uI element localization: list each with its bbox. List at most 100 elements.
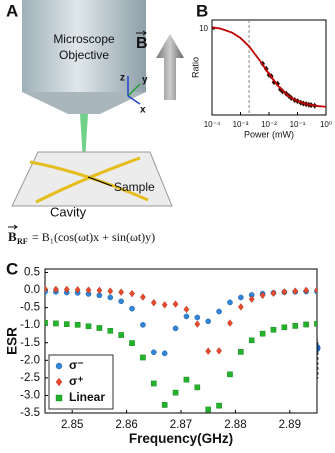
y-tick-label: -2.5: [20, 372, 40, 384]
marker: [292, 323, 299, 329]
y-tick-label: 0.5: [24, 267, 40, 279]
marker: [238, 294, 244, 301]
marker: [107, 328, 114, 334]
marker: [270, 326, 277, 333]
marker: [172, 300, 179, 308]
marker: [118, 288, 125, 296]
x-tick-label: 2.88: [224, 419, 246, 431]
marker: [227, 319, 233, 327]
objective-tip: [22, 92, 146, 114]
axis-label: y: [142, 75, 148, 86]
marker: [259, 330, 266, 337]
setup-diagram: Microscope Objective Sample Cavity B z y…: [8, 0, 184, 246]
marker: [216, 347, 222, 355]
objective-body: [22, 0, 146, 92]
y-tick-label: -1.5: [20, 337, 40, 349]
marker: [314, 320, 317, 327]
marker: [205, 347, 212, 355]
legend-marker: [55, 377, 63, 387]
marker: [53, 320, 59, 327]
x-axis-label: Power (mW): [244, 129, 294, 139]
marker: [107, 294, 114, 301]
vector-arrow: [8, 224, 18, 230]
marker: [194, 320, 201, 328]
marker: [118, 332, 124, 338]
legend-label: Linear: [69, 390, 105, 404]
marker: [63, 321, 70, 327]
x-tick-label: 2.89: [279, 419, 301, 431]
marker: [150, 380, 157, 387]
marker: [150, 349, 157, 356]
marker: [45, 285, 48, 293]
marker: [205, 406, 212, 413]
marker: [96, 286, 103, 295]
y-tick-label: -1.0: [20, 319, 40, 331]
marker: [281, 288, 288, 296]
y-tick-label: -0.5: [20, 302, 40, 314]
marker: [118, 298, 124, 305]
marker: [183, 313, 190, 320]
marker: [227, 299, 233, 306]
y-tick-label: -3.5: [20, 407, 40, 419]
y-axis-label: Ratio: [190, 57, 200, 78]
laser-beam: [80, 114, 88, 176]
marker: [85, 286, 92, 294]
panel-label: B: [196, 1, 208, 20]
axis-y: [127, 83, 141, 97]
marker: [96, 325, 103, 331]
legend-marker: [55, 362, 63, 370]
sample-pointer: [87, 176, 113, 187]
marker: [63, 285, 70, 294]
marker: [150, 299, 157, 307]
marker: [248, 337, 255, 344]
axis-x: [127, 95, 141, 105]
legend-marker: [55, 394, 63, 402]
marker: [161, 301, 168, 309]
marker: [74, 322, 81, 328]
marker: [107, 287, 114, 295]
marker: [161, 402, 168, 408]
marker: [303, 286, 309, 295]
formula-lhs: B: [8, 229, 17, 244]
legend-label: σ⁺: [69, 374, 84, 388]
plot-frame: [211, 19, 327, 116]
sample-label: Sample: [114, 180, 155, 194]
formula-sub: RF: [17, 237, 28, 246]
marker: [172, 325, 179, 332]
panel-label: C: [6, 259, 18, 278]
objective-label: Objective: [59, 48, 109, 62]
x-tick-label: 10⁻³: [233, 120, 249, 129]
marker: [140, 322, 146, 328]
marker: [281, 324, 288, 331]
marker: [74, 286, 81, 294]
marker: [161, 350, 168, 357]
x-tick-label: 10⁻⁴: [204, 120, 221, 129]
marker: [129, 340, 135, 346]
axis-label: z: [120, 73, 125, 84]
marker: [129, 289, 135, 298]
objective-label: Microscope: [53, 32, 115, 46]
marker: [172, 389, 179, 396]
plot-area: [45, 285, 317, 413]
marker: [216, 308, 222, 315]
marker: [216, 402, 222, 409]
x-tick-label: 10⁻²: [261, 120, 277, 129]
x-tick-label: 2.85: [61, 419, 83, 431]
marker: [237, 303, 244, 311]
formula-rhs: = B₁(cos(ωt)x + sin(ωt)y): [32, 230, 155, 244]
legend-label: σ⁻: [69, 358, 84, 372]
marker: [292, 287, 299, 295]
y-tick-label: -2.0: [20, 354, 40, 366]
cavity-label: Cavity: [50, 204, 87, 219]
y-tick-label: -3.0: [20, 389, 40, 401]
marker: [270, 289, 277, 297]
x-tick-label: 2.87: [170, 419, 192, 431]
marker: [205, 318, 211, 325]
marker: [227, 371, 233, 378]
marker: [259, 291, 266, 300]
marker: [238, 349, 244, 355]
marker: [45, 319, 48, 326]
marker: [85, 323, 92, 330]
x-tick-label: 10⁻¹: [290, 120, 306, 129]
cavity: [35, 156, 141, 204]
